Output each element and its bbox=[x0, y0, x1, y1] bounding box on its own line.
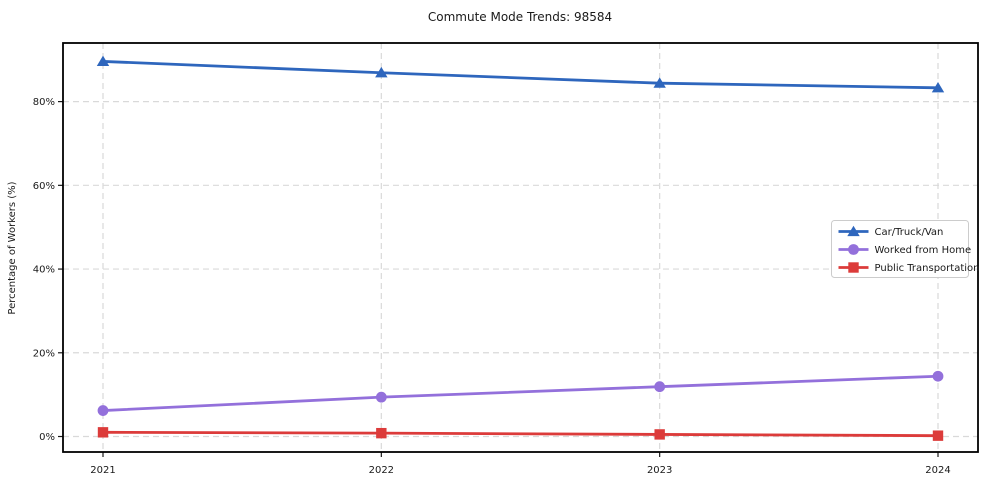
legend-marker-circle-icon bbox=[848, 244, 859, 255]
data-point-worked-from-home bbox=[97, 405, 109, 416]
data-point-car-truck-van bbox=[931, 81, 945, 93]
y-axis-label: Percentage of Workers (%) bbox=[7, 181, 18, 314]
y-tick-label: 60% bbox=[33, 181, 55, 192]
data-point-worked-from-home bbox=[654, 381, 666, 393]
y-tick-label: 0% bbox=[39, 432, 55, 443]
data-point-car-truck-van bbox=[653, 77, 666, 88]
legend-label: Car/Truck/Van bbox=[875, 227, 944, 238]
series-worked-from-home bbox=[97, 370, 944, 416]
legend-label: Worked from Home bbox=[875, 245, 972, 256]
series-line-public-transportation bbox=[101, 430, 940, 438]
series-line-worked-from-home bbox=[101, 374, 940, 412]
chart-title: Commute Mode Trends: 98584 bbox=[428, 10, 612, 24]
data-point-car-truck-van bbox=[375, 66, 388, 78]
plot-area: 0% 20% 40% 60% 80% 2021 2022 2023 2024 Car/Truck/… bbox=[33, 42, 980, 476]
legend-marker-square-icon bbox=[848, 262, 859, 273]
data-point-worked-from-home bbox=[932, 370, 944, 382]
y-tick-label: 20% bbox=[33, 348, 55, 359]
axis-ticks: 0% 20% 40% 60% 80% 2021 2022 2023 2024 bbox=[33, 97, 951, 476]
x-tick-label: 2023 bbox=[647, 465, 672, 476]
legend-label: Public Transportation bbox=[875, 263, 980, 274]
data-point-public-transportation bbox=[97, 427, 109, 438]
series-car-truck-van bbox=[96, 55, 945, 93]
legend-entry: Worked from Home bbox=[838, 244, 972, 256]
y-tick-label: 80% bbox=[33, 97, 55, 108]
data-point-worked-from-home bbox=[375, 391, 387, 403]
series-line-car-truck-van bbox=[101, 60, 940, 90]
x-tick-label: 2024 bbox=[925, 465, 950, 476]
data-point-car-truck-van bbox=[96, 55, 110, 67]
series-public-transportation bbox=[97, 427, 944, 441]
legend-box bbox=[831, 220, 969, 278]
legend-marker-triangle-icon bbox=[847, 225, 860, 237]
x-tick-label: 2021 bbox=[90, 465, 115, 476]
legend: Car/Truck/Van Worked from Home Public Tran… bbox=[831, 220, 980, 278]
data-point-public-transportation bbox=[376, 427, 387, 439]
plot-frame bbox=[62, 42, 979, 453]
data-point-public-transportation bbox=[932, 430, 944, 441]
legend-entry: Car/Truck/Van bbox=[838, 225, 944, 238]
y-tick-label: 40% bbox=[33, 265, 55, 276]
x-tick-label: 2022 bbox=[369, 465, 394, 476]
data-point-public-transportation bbox=[654, 429, 665, 440]
legend-entry: Public Transportation bbox=[838, 262, 980, 274]
